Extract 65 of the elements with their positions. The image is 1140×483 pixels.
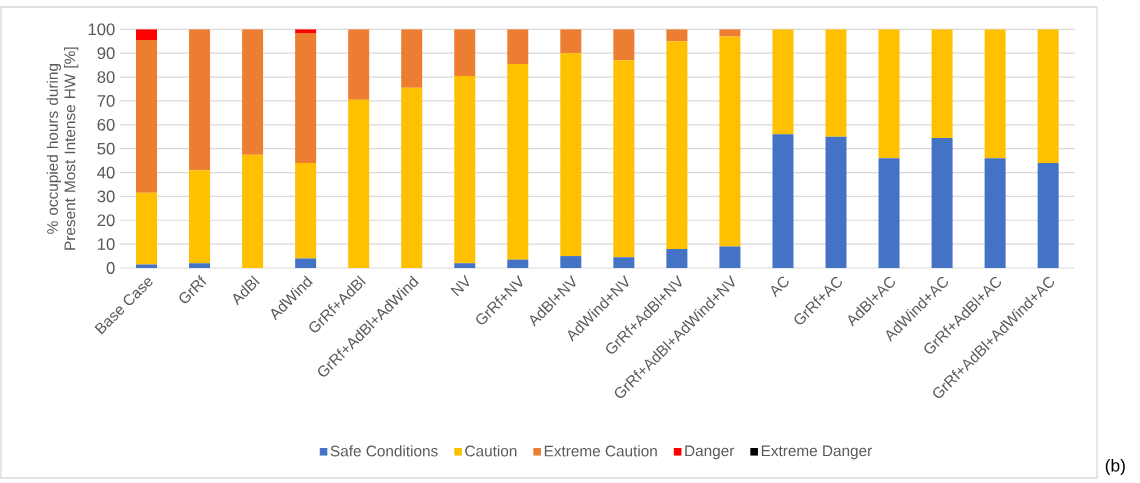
bar bbox=[295, 162, 317, 259]
y-tick-label: 90 bbox=[97, 47, 115, 60]
bar bbox=[136, 40, 158, 193]
bar bbox=[136, 192, 158, 265]
bar bbox=[507, 259, 529, 268]
bar bbox=[613, 29, 635, 61]
y-tick-label: 10 bbox=[98, 238, 115, 251]
bar bbox=[878, 158, 900, 268]
bar bbox=[454, 263, 476, 268]
bar bbox=[560, 29, 582, 54]
bar bbox=[772, 29, 794, 135]
y-axis-title: % occupied hours during Present Most Intense HW [%] bbox=[46, 47, 79, 250]
bar bbox=[242, 154, 264, 268]
bar bbox=[825, 136, 847, 268]
bar bbox=[454, 29, 476, 76]
bar bbox=[507, 63, 529, 260]
bar bbox=[295, 258, 317, 268]
bar bbox=[401, 87, 423, 268]
bar bbox=[401, 29, 423, 88]
legend-label: Danger bbox=[685, 445, 735, 460]
bar bbox=[666, 41, 688, 249]
bar bbox=[454, 75, 476, 264]
bar bbox=[189, 170, 211, 264]
bar bbox=[719, 246, 741, 268]
text: (b) bbox=[1105, 458, 1125, 476]
x-tick-label: AC bbox=[771, 276, 789, 298]
bar bbox=[825, 29, 847, 137]
y-tick-label: 0 bbox=[106, 262, 115, 274]
bar bbox=[242, 29, 264, 155]
bar bbox=[189, 29, 211, 171]
bar bbox=[507, 29, 529, 64]
y-tick-label: 100 bbox=[88, 23, 115, 36]
bar bbox=[878, 29, 900, 159]
bar bbox=[931, 137, 953, 268]
bar bbox=[666, 29, 688, 42]
bar bbox=[613, 60, 635, 258]
y-tick-label: 30 bbox=[97, 190, 115, 203]
y-tick-label: 50 bbox=[97, 142, 115, 155]
bar bbox=[931, 29, 953, 138]
bar bbox=[348, 99, 370, 268]
bar bbox=[295, 32, 317, 163]
bar bbox=[136, 264, 158, 268]
bar bbox=[1037, 29, 1059, 163]
bar bbox=[772, 134, 794, 268]
bar bbox=[560, 256, 582, 268]
bar bbox=[348, 29, 370, 100]
bar bbox=[719, 36, 741, 247]
bar bbox=[984, 29, 1006, 159]
y-tick-label: 20 bbox=[97, 214, 115, 227]
legend-label: Caution bbox=[465, 445, 517, 457]
bar bbox=[560, 53, 582, 257]
bar bbox=[666, 248, 688, 268]
legend-label: Extreme Caution bbox=[544, 445, 657, 457]
bar bbox=[136, 29, 158, 41]
y-tick-label: 70 bbox=[97, 95, 115, 107]
x-tick-label: NV bbox=[450, 274, 470, 297]
bar bbox=[984, 158, 1006, 268]
y-tick-label: 40 bbox=[97, 166, 115, 179]
bar bbox=[613, 257, 635, 268]
y-tick-label: 80 bbox=[97, 71, 115, 83]
bar bbox=[189, 263, 211, 268]
y-tick-label: 60 bbox=[97, 118, 115, 131]
legend-label: Extreme Danger bbox=[761, 445, 872, 460]
bar bbox=[1037, 162, 1059, 268]
legend-label: Safe Conditions bbox=[330, 445, 438, 457]
